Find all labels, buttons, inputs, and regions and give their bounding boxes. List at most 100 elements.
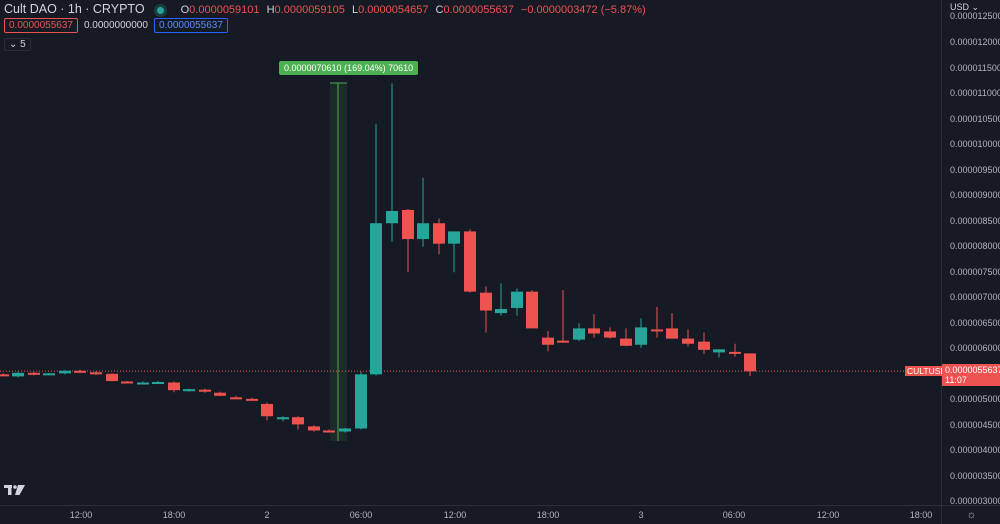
- bar-countdown: 11:07: [945, 375, 967, 385]
- open-label: O: [180, 4, 190, 16]
- indicator-count: 5: [20, 39, 26, 50]
- candle: [43, 372, 55, 376]
- candle: [277, 416, 289, 422]
- price-axis-label: 0.0000105000: [950, 114, 1000, 124]
- market-status-dot-icon: [156, 6, 164, 14]
- current-price-tag: 0.0000055637 11:07: [942, 364, 1000, 386]
- time-axis[interactable]: 12:00 18:00 2 06:00 12:00 18:00 3 06:00 12:00 18:…: [0, 505, 941, 524]
- price-axis-label: 0.0000045000: [950, 420, 1000, 430]
- open-value: 0.0000059101: [189, 4, 260, 16]
- candle: [152, 380, 164, 385]
- candle: [588, 314, 600, 338]
- time-axis-label: 06:00: [349, 510, 373, 520]
- candle: [651, 306, 663, 338]
- price-axis-label: 0.0000085000: [950, 216, 1000, 226]
- candle: [620, 328, 632, 347]
- candle: [448, 231, 460, 273]
- price-axis-label: 0.0000100000: [950, 139, 1000, 149]
- candle: [557, 290, 569, 343]
- axis-settings-button[interactable]: ☼: [941, 505, 1000, 524]
- symbol-price-tag: CULTUSD: [905, 366, 949, 376]
- candle: [308, 425, 320, 432]
- candle: [402, 208, 414, 273]
- candle: [106, 373, 118, 382]
- price-axis-label: 0.0000050000: [950, 394, 1000, 404]
- time-axis-label: 18:00: [536, 510, 560, 520]
- indicator-value-blue: 0.0000055637: [153, 18, 228, 33]
- time-axis-label: 2: [264, 510, 270, 520]
- candle: [121, 380, 133, 384]
- candle: [137, 381, 149, 385]
- candle: [635, 318, 647, 348]
- change-value: −0.0000003472 (−5.87%): [520, 4, 646, 16]
- high-label: H: [266, 4, 275, 16]
- candle: [417, 177, 429, 247]
- gear-icon: ☼: [966, 509, 977, 521]
- candle: [386, 83, 398, 242]
- candle: [355, 371, 367, 430]
- candle: [744, 353, 756, 376]
- price-axis-label: 0.0000120000: [950, 37, 1000, 47]
- candle: [511, 288, 523, 316]
- close-label: C: [435, 4, 444, 16]
- candle: [729, 343, 741, 357]
- candle: [74, 369, 86, 374]
- price-axis[interactable]: USD ⌄ 0.0000125000 0.0000120000 0.00001150…: [941, 0, 1000, 506]
- candle: [292, 416, 304, 430]
- candle: [168, 381, 180, 393]
- tradingview-logo-icon[interactable]: [4, 484, 26, 496]
- close-value: 0.0000055637: [443, 4, 514, 16]
- price-axis-label: 0.0000030000: [950, 496, 1000, 506]
- candle: [12, 371, 24, 378]
- candle: [573, 323, 585, 342]
- price-axis-label: 0.0000125000: [950, 11, 1000, 21]
- candle: [261, 402, 273, 421]
- time-axis-label: 12:00: [443, 510, 467, 520]
- candle: [0, 373, 9, 377]
- price-axis-label: 0.0000080000: [950, 241, 1000, 251]
- chevron-down-icon: ⌄: [9, 39, 18, 50]
- candle: [199, 388, 211, 393]
- indicator-value-red: 0.0000055637: [4, 18, 78, 33]
- candle: [246, 397, 258, 401]
- candle: [433, 218, 445, 255]
- time-axis-label: 06:00: [722, 510, 746, 520]
- candle: [495, 283, 507, 316]
- indicator-value-plain: 0.0000000000: [83, 20, 148, 31]
- price-axis-label: 0.0000035000: [950, 471, 1000, 481]
- candle: [698, 332, 710, 354]
- candle: [370, 124, 382, 376]
- candle: [464, 229, 476, 293]
- candle: [682, 329, 694, 347]
- candle: [90, 371, 102, 375]
- candle: [339, 427, 351, 433]
- candle: [323, 429, 335, 433]
- indicators-collapse-toggle[interactable]: ⌄ 5: [4, 38, 31, 51]
- low-label: L: [351, 4, 359, 16]
- time-axis-label: 18:00: [162, 510, 186, 520]
- candle: [230, 395, 242, 400]
- candle: [713, 349, 725, 358]
- high-value: 0.0000059105: [274, 4, 345, 16]
- price-axis-label: 0.0000060000: [950, 343, 1000, 353]
- currency-selector[interactable]: USD ⌄: [950, 2, 980, 12]
- price-axis-label: 0.0000070000: [950, 292, 1000, 302]
- indicator-values-row: 0.0000055637 0.0000000000 0.0000055637: [4, 18, 228, 33]
- symbol-title[interactable]: Cult DAO · 1h · CRYPTO: [4, 2, 145, 16]
- time-axis-label: 18:00: [909, 510, 933, 520]
- price-axis-label: 0.0000095000: [950, 165, 1000, 175]
- candle: [604, 327, 616, 339]
- candle: [542, 330, 554, 352]
- candle: [666, 313, 678, 339]
- candle: [480, 286, 492, 333]
- price-axis-label: 0.0000040000: [950, 445, 1000, 455]
- low-value: 0.0000054657: [358, 4, 429, 16]
- time-axis-label: 3: [638, 510, 644, 520]
- current-price: 0.0000055637: [945, 365, 1000, 375]
- candlestick-chart[interactable]: [0, 0, 941, 505]
- candle: [526, 290, 538, 329]
- time-axis-label: 12:00: [69, 510, 93, 520]
- time-axis-label: 12:00: [816, 510, 840, 520]
